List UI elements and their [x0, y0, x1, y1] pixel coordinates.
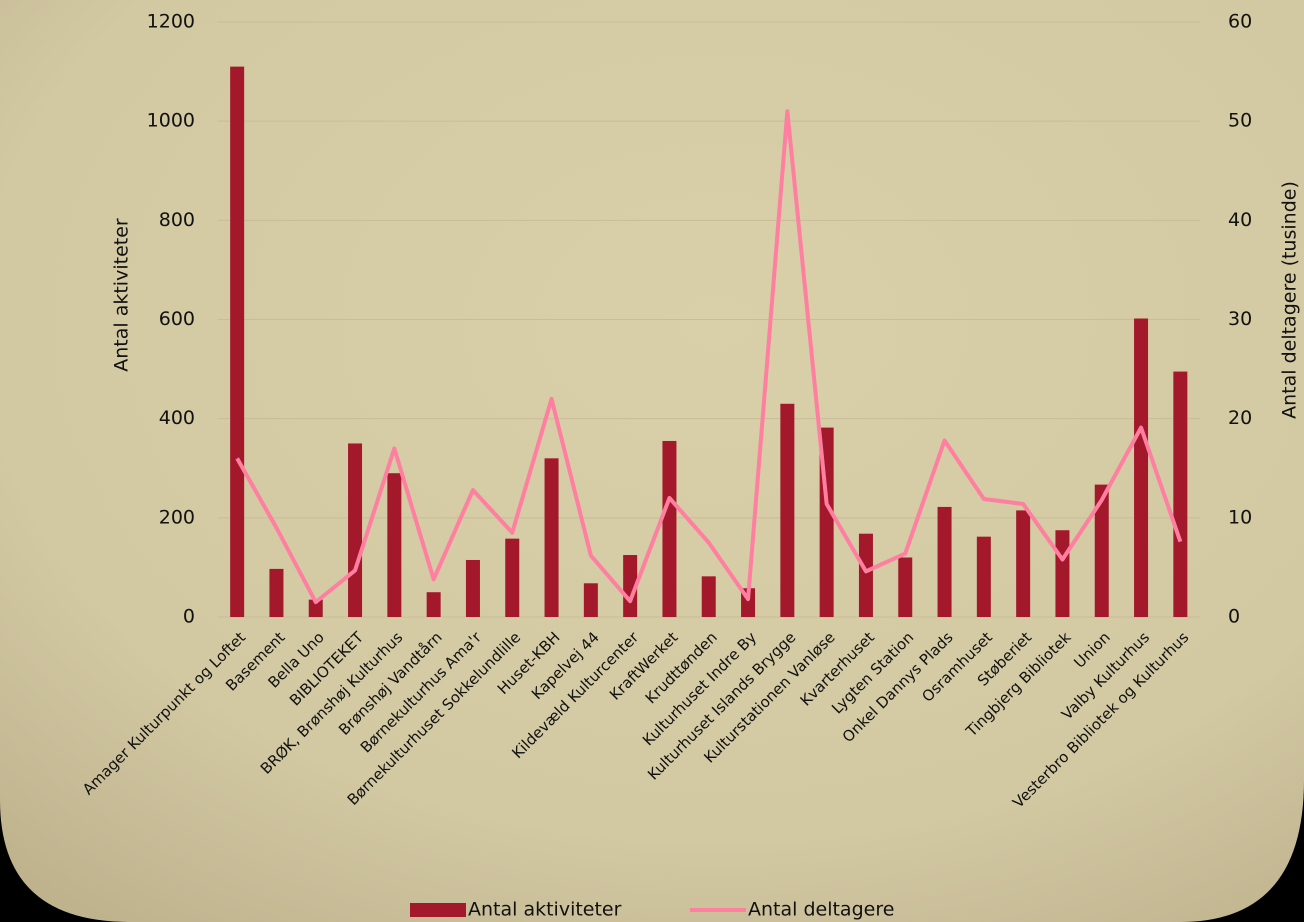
- bar: [1173, 371, 1188, 617]
- bar: [1094, 484, 1109, 617]
- y-tick-label: 1200: [147, 11, 195, 33]
- bar: [465, 559, 480, 617]
- bar: [780, 403, 795, 617]
- y-tick-label: 1000: [147, 110, 195, 132]
- y2-tick-label: 60: [1228, 11, 1252, 33]
- bar: [898, 557, 913, 617]
- line: [235, 109, 1183, 605]
- bar: [1016, 510, 1031, 617]
- bar: [662, 440, 677, 617]
- bar: [623, 555, 638, 617]
- y2-tick-label: 50: [1228, 110, 1252, 132]
- y-tick-label: 400: [159, 407, 195, 429]
- y-tick-label: 800: [159, 209, 195, 231]
- y2-tick-label: 30: [1228, 308, 1252, 330]
- bar: [583, 583, 598, 617]
- y-axis-title: Antal aktiviteter: [111, 218, 133, 372]
- bar: [230, 66, 245, 617]
- bar: [505, 538, 520, 617]
- bar: [544, 458, 559, 617]
- y2-tick-label: 0: [1228, 606, 1240, 628]
- bar: [426, 592, 441, 617]
- y-tick-label: 0: [183, 606, 195, 628]
- bar: [387, 473, 402, 617]
- bar: [1134, 318, 1149, 617]
- y2-axis-title: Antal deltagere (tusinde): [1279, 181, 1301, 419]
- y2-tick-label: 40: [1228, 209, 1252, 231]
- legend-swatch: [410, 903, 466, 917]
- bar: [701, 576, 716, 617]
- bar: [1055, 530, 1070, 617]
- legend-label: Antal deltagere: [748, 899, 894, 921]
- y2-tick-label: 20: [1228, 407, 1252, 429]
- bar: [937, 506, 952, 617]
- bar: [976, 536, 991, 617]
- y-tick-label: 200: [159, 506, 195, 528]
- bar: [269, 568, 284, 617]
- y2-tick-label: 10: [1228, 506, 1252, 528]
- bar: [348, 443, 363, 617]
- bar: [308, 599, 323, 617]
- legend-label: Antal aktiviteter: [468, 899, 622, 921]
- y-tick-label: 600: [159, 308, 195, 330]
- bar: [858, 533, 873, 617]
